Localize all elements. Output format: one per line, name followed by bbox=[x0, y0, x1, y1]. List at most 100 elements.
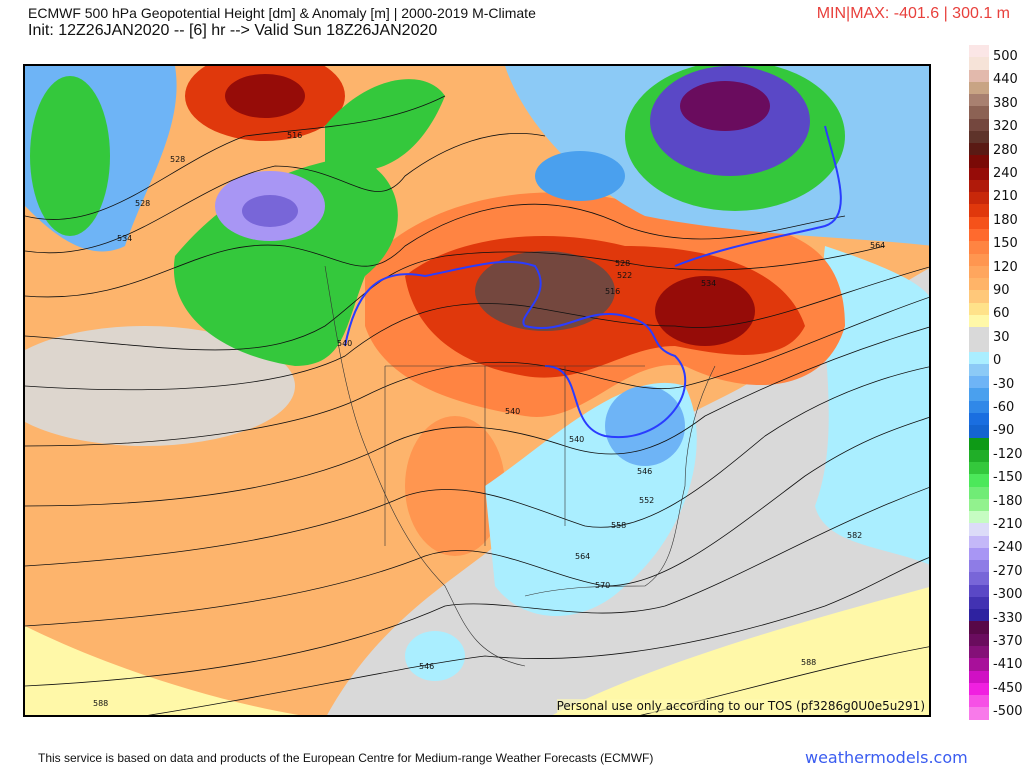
trough-east-us-core bbox=[605, 386, 685, 466]
trough-pacific-center bbox=[242, 195, 298, 227]
colorbar-swatch bbox=[969, 535, 989, 548]
svg-text:528: 528 bbox=[170, 155, 185, 164]
colorbar-label: -410 bbox=[993, 657, 1023, 673]
svg-text:534: 534 bbox=[701, 279, 716, 288]
colorbar-swatch bbox=[969, 265, 989, 279]
colorbar-label: 90 bbox=[993, 283, 1010, 298]
footer-disclaimer: This service is based on data and produc… bbox=[38, 751, 654, 765]
colorbar-label: -500 bbox=[993, 704, 1023, 720]
svg-text:534: 534 bbox=[117, 234, 132, 243]
neutral-west bbox=[25, 326, 295, 446]
colorbar-label: 440 bbox=[993, 72, 1018, 88]
trough-arctic-green bbox=[325, 79, 445, 172]
colorbar-swatch bbox=[969, 412, 989, 426]
svg-text:540: 540 bbox=[569, 435, 584, 444]
colorbar-label: -180 bbox=[993, 493, 1023, 509]
colorbar-swatch bbox=[969, 658, 989, 671]
colorbar-swatch bbox=[969, 682, 989, 696]
colorbar-label: -90 bbox=[993, 423, 1015, 439]
tos-watermark: Personal use only according to our TOS (… bbox=[556, 699, 925, 713]
colorbar-swatch bbox=[969, 130, 989, 144]
colorbar-swatch bbox=[969, 192, 989, 205]
height-contours bbox=[25, 95, 929, 715]
colorbar-label: 500 bbox=[993, 49, 1018, 64]
ridge-quebec-core bbox=[655, 276, 755, 346]
colorbar-swatch bbox=[969, 511, 989, 524]
coastlines bbox=[324, 265, 716, 667]
colorbar-swatch bbox=[969, 400, 989, 413]
colorbar-swatch bbox=[969, 363, 989, 377]
anomaly-map: 528 528 534 516 540 540 546 552 558 564 … bbox=[23, 64, 931, 717]
colorbar-swatch bbox=[969, 204, 989, 217]
contour-labels: 528 528 534 516 540 540 546 552 558 564 … bbox=[93, 131, 885, 708]
trough-greenland-center bbox=[680, 81, 770, 131]
colorbar-swatch bbox=[969, 81, 989, 95]
colorbar-label: 180 bbox=[993, 212, 1018, 228]
positive-band-south bbox=[552, 587, 929, 715]
colorbar-swatch bbox=[969, 314, 989, 328]
colorbar-label: -120 bbox=[993, 446, 1023, 462]
colorbar-swatch bbox=[969, 228, 989, 242]
svg-text:528: 528 bbox=[135, 199, 150, 208]
colorbar-swatch bbox=[969, 695, 989, 708]
trough-hudson bbox=[535, 151, 625, 201]
ridge-west-dark bbox=[405, 416, 505, 556]
colorbar-swatch bbox=[969, 609, 989, 622]
colorbar-label: 60 bbox=[993, 306, 1010, 322]
colorbar-swatch bbox=[969, 278, 989, 291]
trough-gulf-alaska bbox=[30, 76, 110, 236]
colorbar-swatch bbox=[969, 462, 989, 475]
colorbar-swatch bbox=[969, 560, 989, 573]
colorbar-swatch bbox=[969, 155, 989, 168]
brand-link[interactable]: weathermodels.com bbox=[805, 748, 968, 767]
colorbar-swatch bbox=[969, 584, 989, 597]
colorbar-label: 240 bbox=[993, 166, 1018, 181]
map-canvas: 528 528 534 516 540 540 546 552 558 564 … bbox=[25, 66, 929, 715]
colorbar-label: -370 bbox=[993, 634, 1023, 649]
colorbar-label: 280 bbox=[993, 142, 1018, 158]
colorbar-label: -150 bbox=[993, 470, 1023, 486]
colorbar-swatch bbox=[969, 633, 989, 647]
colorbar-swatch bbox=[969, 707, 989, 720]
colorbar-swatch bbox=[969, 621, 989, 634]
svg-text:540: 540 bbox=[337, 339, 352, 348]
colorbar-swatch bbox=[969, 486, 989, 499]
colorbar-swatch bbox=[969, 670, 989, 683]
colorbar-swatch bbox=[969, 167, 989, 180]
svg-text:558: 558 bbox=[611, 521, 626, 530]
colorbar-swatch bbox=[969, 498, 989, 512]
colorbar-label: 150 bbox=[993, 236, 1018, 252]
colorbar-swatch bbox=[969, 69, 989, 82]
colorbar-label: -210 bbox=[993, 517, 1023, 532]
colorbar-label: 320 bbox=[993, 119, 1018, 135]
ridge-bering-core bbox=[225, 74, 305, 118]
svg-text:546: 546 bbox=[419, 662, 434, 671]
colorbar-swatch bbox=[969, 94, 989, 107]
colorbar-swatch bbox=[969, 302, 989, 315]
colorbar-swatch bbox=[969, 572, 989, 585]
svg-text:564: 564 bbox=[575, 552, 590, 561]
colorbar-label: 210 bbox=[993, 189, 1018, 205]
colorbar-swatch bbox=[969, 179, 989, 193]
anomaly-colorbar bbox=[969, 45, 989, 720]
colorbar-swatch bbox=[969, 290, 989, 303]
colorbar-swatch bbox=[969, 425, 989, 438]
ridge-canada-core bbox=[475, 251, 615, 331]
colorbar-label: -240 bbox=[993, 540, 1023, 556]
svg-text:546: 546 bbox=[637, 467, 652, 476]
colorbar-swatch bbox=[969, 376, 989, 389]
colorbar-label: -30 bbox=[993, 376, 1015, 392]
svg-text:564: 564 bbox=[870, 241, 885, 250]
colorbar-swatch bbox=[969, 474, 989, 487]
svg-text:540: 540 bbox=[505, 407, 520, 416]
min-max-readout: MIN|MAX: -401.6 | 300.1 m bbox=[816, 5, 1010, 22]
svg-text:528: 528 bbox=[615, 259, 630, 268]
colorbar-swatch bbox=[969, 646, 989, 659]
colorbar-label: 120 bbox=[993, 259, 1018, 275]
trough-mexico bbox=[405, 631, 465, 681]
colorbar-swatch bbox=[969, 351, 989, 364]
colorbar-label: -270 bbox=[993, 563, 1023, 579]
colorbar-swatch bbox=[969, 241, 989, 254]
colorbar-label: 30 bbox=[993, 329, 1010, 345]
colorbar-label: -330 bbox=[993, 610, 1023, 626]
